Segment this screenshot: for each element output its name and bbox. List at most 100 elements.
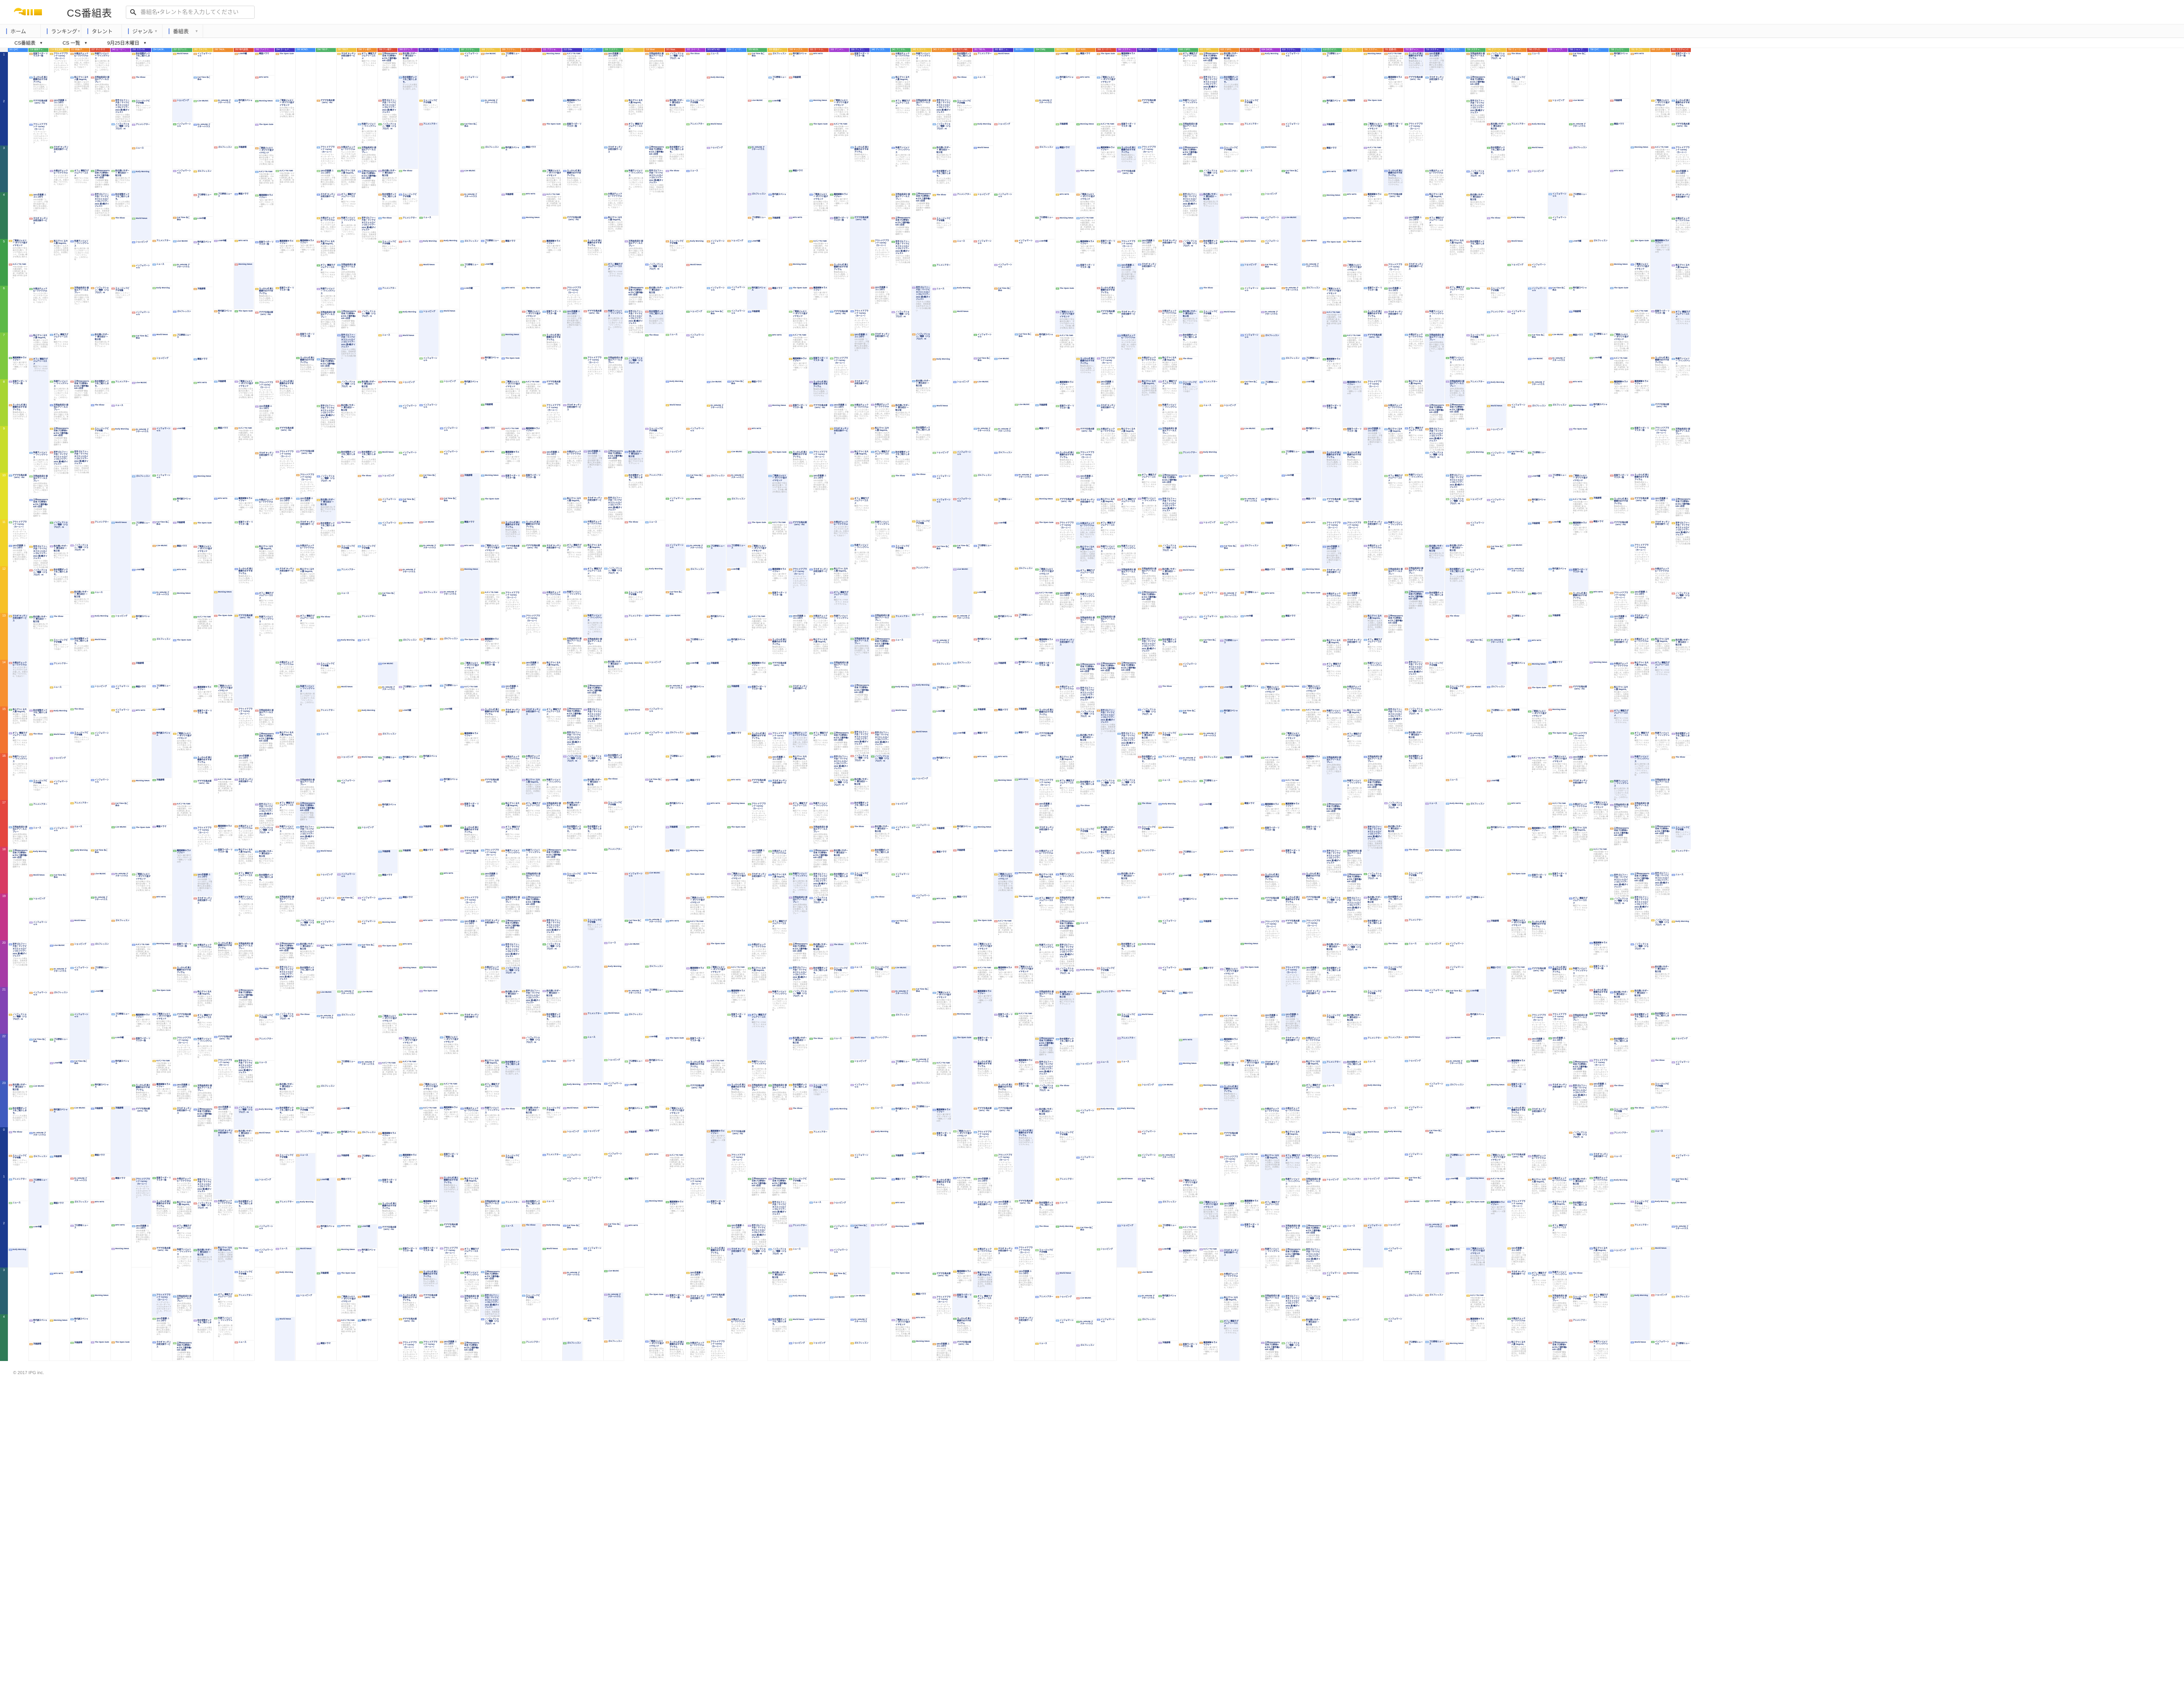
program-cell[interactable]: 00 Cat Time ねこ休み (994, 287, 1013, 357)
program-cell[interactable]: 00 防水保管ボックスをご紹介します。 守ってくれる頑丈防水保管ボックスをご紹介しま… (49, 568, 69, 615)
program-cell[interactable]: 00 MTV HITS (665, 919, 685, 990)
program-cell[interactable]: 30 Morning News (501, 333, 521, 357)
program-cell[interactable]: 00 ろっかん式 美と健康のおすすめアイテム 整体師・清水ろっかんさん監修。こだわり… (686, 1060, 705, 1084)
program-cell[interactable]: 00 The Show (398, 169, 418, 193)
channel-schedule[interactable]: 00 ニュース 00 Early Morning 30 World News 00 ショッピン… (706, 52, 726, 1361)
program-cell[interactable]: 00 インフォマーシャル (29, 991, 48, 1038)
program-cell[interactable]: 30 ろっかん式 美と健康のおすすめアイテム 整体師・清水ろっかんさん監修。こだわり… (419, 1270, 439, 1294)
program-cell[interactable]: 30 ノンフィクション／職録（ジョブログ）#0 (234, 1106, 254, 1129)
program-cell[interactable]: 00 Gメン’75 #160 70年代刑事ドラマの最高傑作。 #160 国外逃亡者 … (398, 1060, 418, 1153)
program-cell[interactable]: 00 肌の潤いサポート 関与成分 一粒三役 毎日の食生活に手軽にプラスできるサプリメ… (398, 52, 418, 76)
program-cell[interactable]: 30 Dr. HOUSE ドクター・ハウス (337, 990, 356, 1013)
program-cell[interactable]: 00 プロ野球ニュース (645, 988, 664, 1035)
program-cell[interactable]: 00 ゲゲゲの鬼太郎（1971）#51 (296, 450, 315, 473)
program-cell[interactable]: 00 ノンフィクション／職録（ジョブログ）#0 (809, 896, 829, 943)
program-cell[interactable]: 00 魔進戦隊キラメイジャー “宝石＋乗り物”がモチーフのスーパー戦隊シリーズ第44… (953, 1270, 972, 1293)
program-cell[interactable]: 00 The Open Gate (234, 309, 254, 380)
program-cell[interactable]: 30 The Show (49, 615, 69, 638)
program-cell[interactable]: 00 Live MUSIC (727, 450, 746, 474)
program-cell[interactable]: 00 ゲゲゲの鬼太郎（1971）#51 (788, 521, 808, 568)
program-cell[interactable]: 00 The Show (234, 1247, 254, 1270)
program-cell[interactable]: 00 Gメン’75 #160 70年代刑事ドラマの最高傑作。 #160 国外逃亡者 … (8, 263, 28, 356)
program-cell[interactable]: 00 洋画劇場 (522, 99, 541, 145)
program-cell[interactable]: 00 若手ゴルファー大会！マイナビネクストヒロインゴルフツアー2022 第3戦ダイ… (871, 731, 890, 755)
program-cell[interactable]: 00 インフォマーシャル (706, 286, 726, 310)
program-cell[interactable]: 00 Dr. HOUSE ドクター・ハウス (850, 1318, 870, 1341)
program-cell[interactable]: 00 Gメン’75 #160 70年代刑事ドラマの最高傑作。 #160 国外逃亡者 … (953, 1176, 972, 1270)
program-cell[interactable]: 00 仮面ライダー リマスター版 “ (173, 942, 192, 966)
program-cell[interactable]: 00 ミュージックビデオ特集 最新ヒットチャートをノンストップでお届け (296, 1106, 315, 1130)
program-cell[interactable]: 00 World News (296, 1247, 315, 1294)
program-cell[interactable]: 00 ろっかん式 美と健康のおすすめアイテム 整体師・清水ろっかんさん監修。こだわり… (255, 287, 274, 311)
program-cell[interactable]: 00 MTV HITS (480, 450, 500, 474)
program-cell[interactable]: 00 ミュージックビデオ特集 最新ヒットチャートをノンストップでお届け (850, 872, 870, 942)
program-cell[interactable]: 00 Cat Time ねこ休み (70, 1060, 90, 1106)
program-cell[interactable]: 00 韓国ドラマ (953, 895, 972, 966)
program-cell[interactable]: 30 快適ランジェリー ツイングドレス 着け心地が良く美しいプロポーションに見せてく… (583, 614, 603, 637)
program-cell[interactable]: 00 ショッピング (378, 474, 397, 498)
program-cell[interactable]: 00 アニメシアター (686, 122, 705, 169)
program-cell[interactable]: 00 アウトドアブランド Carney（カーニー） “ソトアソビコーディネーター”ユ… (850, 309, 870, 333)
program-cell[interactable]: 00 インフォマーシャル (973, 239, 993, 333)
program-cell[interactable]: 00 若手ゴルファー大会！マイナビネクストヒロインゴルフツアー2022 第3戦ダイ… (111, 99, 131, 122)
program-cell[interactable]: 00 快適ランジェリー ツイングドレス 着け心地が良く美しいプロポーションに見せてく… (460, 1271, 480, 1295)
program-cell[interactable]: 00 ろっかん式 美と健康のおすすめアイテム 整体師・清水ろっかんさん監修。こだわり… (829, 263, 849, 310)
program-cell[interactable]: 30 World News (829, 1177, 849, 1201)
program-cell[interactable]: 00 天然由来成分 殺虫エアゾールスプレー 100％天然の除虫菊から抽出した成分を使… (316, 311, 336, 357)
program-cell[interactable]: 00 アウトドアブランド Carney（カーニー） “ソトアソビコーディネーター”ユ… (542, 404, 562, 450)
program-cell[interactable]: 30 ゴルフレッスン (70, 1200, 90, 1224)
program-cell[interactable]: 30 ゴルフレッスン (173, 310, 192, 333)
program-cell[interactable]: 00 アニメシアター (829, 990, 849, 1037)
program-cell[interactable]: 00 防水保管ボックスをご紹介します。 守ってくれる頑丈防水保管ボックスをご紹介しま… (29, 709, 48, 732)
program-cell[interactable]: 00 ミュージックビデオ特集 最新ヒットチャートをノンストップでお届け (624, 591, 644, 614)
program-cell[interactable]: 30 The Open Gate (439, 1012, 459, 1035)
program-cell[interactable]: 00 Cat Time ねこ休み (29, 1038, 48, 1084)
program-cell[interactable]: 00 魔進戦隊キラメイジャー “宝石＋乗り物”がモチーフのスーパー戦隊シリーズ第44… (398, 1153, 418, 1247)
program-cell[interactable]: 00 World News (953, 310, 972, 380)
program-cell[interactable]: 00 アニメシアター (809, 1130, 829, 1201)
program-cell[interactable]: 00 Live MUSIC (90, 872, 110, 896)
program-cell[interactable]: 00 ミュージックビデオ特集 最新ヒットチャートをノンストップでお届け (522, 1294, 541, 1340)
program-cell[interactable]: 00 Early Morning (439, 239, 459, 309)
channel-header[interactable]: 254 GAOR.. (152, 48, 172, 52)
program-cell[interactable]: 00 Early Morning (686, 239, 705, 263)
program-cell[interactable]: 00 インフォマーシャル (357, 896, 377, 920)
program-cell[interactable]: 00 インフォマーシャル (460, 76, 480, 122)
program-cell[interactable]: 00 プロ野球ニュース (419, 637, 439, 684)
program-cell[interactable]: 00 ゴルフレッスン (480, 145, 500, 239)
program-cell[interactable]: 00 ゲゲゲの鬼太郎（1971）#51 (809, 404, 829, 450)
program-cell[interactable]: 30 ノンフィクション／職録（ジョブログ）#0 (583, 755, 603, 778)
program-cell[interactable]: 00 ノンフィクション／職録（ジョブログ）#0 (542, 942, 562, 989)
channel-schedule[interactable]: 30 インフォマーシャル 00 インフォマーシャル 00 Cat Time ねこ休み 30 L… (460, 52, 480, 1361)
program-cell[interactable]: 00 肌の潤いサポート 関与成分 一粒三役 毎日の食生活に手軽にプラスできるサプリメ… (275, 1083, 295, 1106)
program-cell[interactable]: 00 Dr. HOUSE ドクター・ハウス (90, 896, 110, 942)
program-cell[interactable]: 30 ゴルフレッスン (357, 1131, 377, 1154)
channel-header[interactable]: 318 Mnet (644, 48, 664, 52)
program-cell[interactable]: 00 World News (357, 755, 377, 826)
program-cell[interactable]: 00 Live MUSIC (480, 52, 500, 99)
program-cell[interactable]: 30 MTV HITS (398, 942, 418, 966)
program-cell[interactable]: 00 時代劇スペシャル (953, 825, 972, 848)
program-cell[interactable]: 00 Cat Time ねこ休み (953, 544, 972, 568)
program-cell[interactable]: 00 インフォマーシャル (604, 1152, 623, 1222)
program-cell[interactable]: 30 ニュース (542, 1200, 562, 1223)
channel-schedule[interactable]: 00 ノンフィクション／職録（ジョブログ）#0 00 肌の潤いサポート 関与成分 一粒… (665, 52, 685, 1361)
program-cell[interactable]: 00 Live MUSIC (624, 942, 644, 989)
program-cell[interactable]: 00 Cat Time ねこ休み (583, 1317, 603, 1361)
program-cell[interactable]: 00 The Show (111, 216, 131, 287)
channel-schedule[interactable]: 30 時代劇スペシャル 00 洋画劇場 00 韓国ドラマ 00 MTV HITS 30 Morni… (788, 52, 808, 1361)
program-cell[interactable]: 00 Gメン’75 #160 70年代刑事ドラマの最高傑作。 #160 国外逃亡者 … (337, 1319, 356, 1361)
program-cell[interactable]: 00 ゲゲゲの鬼太郎（1971）#51 (542, 380, 562, 404)
channel-header[interactable]: 293 ファミリ.. (254, 48, 274, 52)
program-cell[interactable]: 00 三甲PRESENTS 日本プロ野球OBゴルフ選手権2025 1日目 プロ野球界… (316, 357, 336, 404)
program-cell[interactable]: 30 Live MUSIC (604, 1269, 623, 1293)
program-cell[interactable]: 30 ショッピング (173, 99, 192, 122)
program-cell[interactable]: 00 ミュージックビデオ特集 最新ヒットチャートをノンストップでお届け (337, 544, 356, 568)
program-cell[interactable]: 00 タカギ キッチン水栓交換サービス (275, 567, 295, 661)
program-cell[interactable]: 00 時代劇スペシャル (501, 146, 521, 193)
program-cell[interactable]: 00 World News (111, 521, 131, 614)
program-cell[interactable]: 00 三甲PRESENTS 日本プロ野球OBゴルフ選手権2025 1日目 プロ野球界… (542, 848, 562, 919)
program-cell[interactable]: 00 タカギ キッチン水栓交換サービス (768, 779, 788, 849)
chevron-down-icon[interactable]: ▼ (154, 29, 158, 33)
program-cell[interactable]: 00 仮面ライダー リマスター版 “ (152, 1176, 172, 1200)
